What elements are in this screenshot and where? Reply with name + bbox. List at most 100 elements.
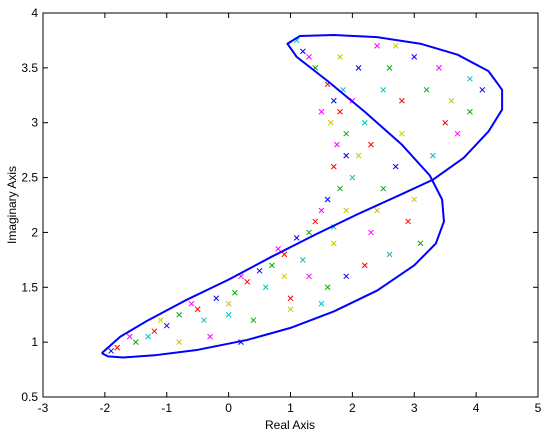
- scatter-point: [330, 240, 337, 247]
- scatter-point: [225, 300, 232, 307]
- x-tick-label: 4: [473, 401, 480, 415]
- scatter-point: [429, 152, 436, 159]
- scatter-point: [411, 196, 418, 203]
- scatter-point: [324, 196, 331, 203]
- scatter-point: [330, 163, 337, 170]
- scatter-point: [275, 246, 281, 252]
- scatter-point: [201, 317, 207, 324]
- scatter-point: [132, 339, 139, 345]
- scatter-point: [399, 97, 405, 104]
- boundary-curve: [101, 33, 504, 359]
- y-tick-label: 1: [31, 335, 38, 349]
- scatter-point: [151, 328, 158, 335]
- scatter-point: [448, 97, 455, 104]
- scatter-point: [337, 54, 343, 60]
- x-tick-label: -1: [161, 401, 172, 415]
- scatter-point: [467, 108, 473, 115]
- scatter-point: [399, 130, 405, 137]
- x-tick-label: 5: [535, 401, 542, 415]
- scatter-point: [330, 97, 337, 104]
- y-tick-label: 0.5: [21, 390, 38, 404]
- scatter-point: [454, 130, 461, 137]
- scatter-point: [163, 322, 170, 329]
- scatter-point: [337, 108, 343, 115]
- scatter-point: [436, 65, 442, 71]
- scatter-point: [306, 229, 312, 236]
- scatter-point: [334, 141, 340, 148]
- x-tick-label: 3: [411, 401, 418, 415]
- x-tick-label: 1: [287, 401, 294, 415]
- scatter-point: [318, 300, 325, 307]
- scatter-point: [479, 86, 486, 93]
- scatter-point: [176, 311, 182, 318]
- scatter-point: [423, 86, 430, 93]
- scatter-point: [207, 333, 213, 340]
- y-tick-label: 1.5: [21, 280, 38, 294]
- y-axis-label: Imaginary Axis: [5, 166, 19, 244]
- x-tick-label: -2: [100, 401, 111, 415]
- scatter-point: [361, 119, 368, 126]
- scatter-point: [281, 251, 288, 258]
- y-tick-label: 4: [31, 6, 38, 20]
- scatter-point: [287, 306, 294, 313]
- scatter-point: [306, 54, 312, 60]
- scatter-point: [231, 289, 238, 296]
- scatter-point: [368, 141, 374, 148]
- scatter-point: [361, 262, 368, 269]
- scatter-point: [355, 152, 362, 159]
- scatter-point: [467, 75, 473, 82]
- scatter-point: [312, 218, 319, 225]
- x-tick-label: -3: [38, 401, 49, 415]
- scatter-point: [300, 48, 306, 55]
- scatter-point: [417, 240, 424, 247]
- scatter-point: [225, 311, 232, 318]
- scatter-point: [349, 174, 356, 181]
- scatter-point: [368, 229, 374, 236]
- scatter-point: [337, 185, 343, 192]
- scatter-point: [157, 317, 164, 324]
- y-tick-label: 3: [31, 116, 38, 130]
- scatter-point: [392, 163, 399, 170]
- y-tick-label: 2: [31, 225, 38, 239]
- scatter-point: [287, 295, 294, 302]
- scatter-point: [343, 152, 350, 159]
- scatter-point: [392, 43, 399, 49]
- scatter-point: [126, 333, 133, 340]
- scatter-point: [343, 130, 350, 137]
- scatter-point: [343, 273, 350, 280]
- x-tick-label: 0: [225, 401, 232, 415]
- scatter-point: [281, 273, 288, 280]
- scatter-point: [374, 207, 380, 214]
- scatter-point: [250, 317, 257, 324]
- scatter-point: [380, 185, 387, 192]
- y-tick-label: 2.5: [21, 171, 38, 185]
- scatter-point: [355, 65, 362, 71]
- scatter-point: [176, 339, 182, 345]
- x-tick-label: 2: [349, 401, 356, 415]
- scatter-point: [318, 108, 325, 115]
- scatter-point: [405, 218, 411, 225]
- scatter-point: [262, 284, 269, 291]
- scatter-point: [374, 43, 380, 49]
- scatter-point: [324, 284, 331, 291]
- scatter-point: [386, 65, 393, 71]
- scatter-point: [256, 267, 263, 274]
- scatter-point: [188, 300, 195, 307]
- scatter-point: [145, 333, 152, 340]
- scatter-point: [318, 207, 325, 214]
- x-axis-label: Real Axis: [265, 418, 315, 432]
- scatter-point: [269, 262, 275, 269]
- scatter-point: [411, 54, 418, 60]
- scatter-point: [108, 348, 114, 354]
- scatter-point: [244, 278, 251, 285]
- scatter-point: [213, 295, 220, 302]
- scatter-point: [380, 86, 387, 93]
- scatter-point: [114, 344, 121, 351]
- scatter-point: [343, 207, 350, 214]
- scatter-point: [300, 257, 306, 263]
- scatter-point: [306, 273, 312, 280]
- y-tick-label: 3.5: [21, 61, 38, 75]
- scatter-point: [442, 119, 449, 126]
- scatter-point: [293, 235, 300, 241]
- scatter-point: [386, 251, 393, 258]
